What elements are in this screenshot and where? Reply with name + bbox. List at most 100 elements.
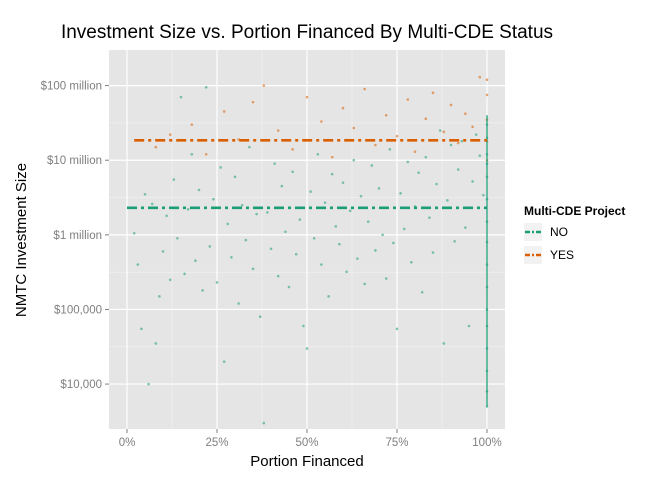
point-yes — [456, 141, 460, 145]
point-yes — [363, 87, 366, 91]
point-no — [204, 85, 208, 89]
point-yes — [413, 150, 417, 154]
point-no — [384, 277, 388, 280]
point-yes — [395, 134, 399, 138]
point-no — [388, 148, 392, 151]
point-no — [449, 143, 453, 147]
point-no — [140, 327, 143, 331]
point-no — [208, 245, 212, 248]
point-no — [334, 225, 338, 228]
point-yes — [485, 78, 489, 81]
point-no — [345, 270, 348, 274]
point-no — [154, 342, 158, 345]
point-no — [381, 233, 384, 237]
point-no — [312, 236, 316, 240]
point-no — [341, 181, 345, 184]
point-no — [446, 199, 449, 202]
point-no — [399, 192, 402, 195]
point-no — [478, 154, 482, 157]
y-axis-title: NMTC Investment Size — [13, 163, 30, 317]
point-no — [428, 216, 431, 219]
point-no — [143, 192, 147, 196]
point-yes — [449, 103, 453, 107]
point-no — [352, 158, 356, 162]
point-yes — [291, 148, 294, 151]
point-no — [424, 155, 428, 159]
point-no — [244, 238, 248, 242]
point-no — [276, 274, 280, 278]
point-no — [366, 220, 370, 223]
y-tick-label: $10 million — [47, 155, 102, 167]
point-no — [330, 172, 334, 176]
point-yes — [352, 126, 356, 130]
point-no — [453, 239, 456, 243]
point-no — [284, 230, 287, 234]
point-no — [183, 272, 186, 276]
point-no — [410, 260, 413, 264]
point-no — [338, 242, 341, 246]
point-no — [255, 212, 258, 216]
point-no — [240, 203, 244, 207]
point-no — [179, 95, 183, 99]
point-no — [251, 267, 255, 271]
x-tick-label: 100% — [472, 437, 501, 449]
point-no — [316, 153, 320, 156]
point-yes — [442, 130, 446, 134]
point-no — [190, 153, 194, 156]
point-no — [377, 187, 381, 190]
point-no — [395, 327, 399, 331]
point-no — [161, 250, 165, 253]
point-yes — [190, 123, 194, 126]
point-no — [323, 201, 327, 204]
point-no — [215, 281, 219, 284]
point-yes — [320, 120, 323, 123]
point-yes — [262, 84, 266, 87]
point-yes — [471, 125, 474, 129]
point-no — [147, 382, 150, 386]
point-no — [431, 251, 435, 254]
grid — [109, 50, 505, 429]
point-no — [471, 180, 474, 183]
legend: Multi-CDE Project NO YES — [524, 204, 625, 264]
point-no — [186, 207, 190, 211]
point-no — [309, 190, 312, 193]
point-no — [392, 241, 395, 245]
point-no — [280, 184, 284, 188]
y-tick-label: $1 million — [53, 230, 102, 242]
point-no — [467, 324, 471, 328]
point-no — [158, 295, 161, 298]
point-no — [237, 302, 240, 305]
point-no — [172, 178, 176, 181]
point-no — [435, 182, 438, 186]
point-no — [359, 194, 363, 198]
y-tick-label: $100 million — [41, 81, 102, 93]
point-no — [417, 171, 420, 175]
x-tick-label: 75% — [385, 437, 408, 449]
x-tick-label: 0% — [119, 437, 136, 449]
point-no — [273, 162, 276, 165]
point-no — [298, 218, 302, 221]
point-no — [305, 347, 309, 350]
point-yes — [168, 133, 172, 136]
point-no — [248, 145, 251, 149]
point-no — [406, 160, 410, 164]
point-yes — [222, 110, 226, 113]
point-yes — [276, 129, 280, 132]
point-no — [291, 170, 294, 174]
point-no — [262, 421, 266, 425]
point-no — [165, 214, 168, 218]
point-no — [230, 256, 233, 259]
point-no — [226, 222, 230, 226]
legend-label-yes: YES — [550, 248, 574, 262]
point-no — [197, 188, 201, 192]
point-no — [327, 295, 330, 298]
chart-title: Investment Size vs. Portion Financed By … — [61, 22, 553, 43]
point-no — [348, 209, 352, 213]
point-yes — [341, 106, 345, 110]
mean-lines — [127, 138, 487, 210]
point-no — [442, 342, 446, 345]
point-no — [212, 197, 215, 201]
point-no — [201, 289, 204, 292]
point-no — [438, 129, 442, 132]
